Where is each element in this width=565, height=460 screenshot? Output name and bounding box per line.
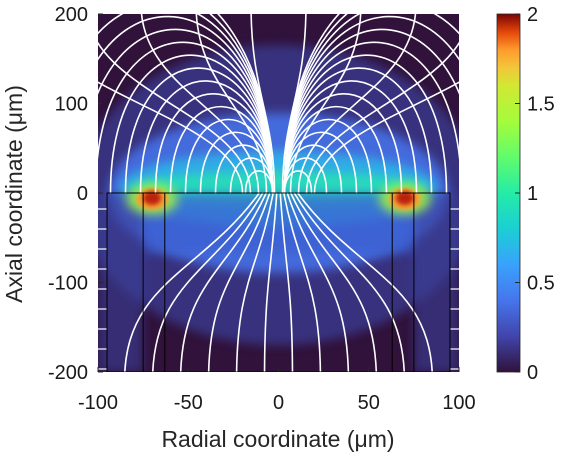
hotspot-core [395,191,414,205]
streamline [283,14,341,194]
streamline [98,15,274,194]
colorbar-tick-label: 0 [527,362,538,384]
y-tick-label: 100 [55,94,88,116]
streamline [169,105,274,194]
streamline [154,92,274,194]
x-axis-title: Radial coordinate (μm) [161,426,394,452]
streamline [207,192,271,372]
streamline [282,192,322,372]
streamline [140,14,260,194]
colorbar: 0 0.5 1 1.5 2 [496,4,555,384]
x-tick-label: -50 [174,392,203,414]
streamline [283,15,459,194]
streamline [279,192,294,372]
streamline [283,92,403,194]
streamline [283,14,349,194]
streamline [180,192,268,372]
heat-band [143,193,414,253]
streamline [109,54,274,194]
streamline [98,14,274,194]
streamline [208,14,274,194]
colorbar-tick-label: 0.5 [527,273,555,295]
x-tick-label: 0 [273,392,284,414]
streamline [283,118,373,194]
streamline [283,54,448,194]
structure-outline [106,192,451,372]
colorbar-tick-label: 1.5 [527,94,555,116]
hotspot-core [143,191,162,205]
streamline [250,14,276,194]
streamline [283,105,388,194]
streamline [293,192,405,372]
y-tick-label: 200 [55,4,88,26]
streamline [184,118,274,194]
y-tick-label: -200 [48,362,88,384]
x-tick-label: 100 [442,392,475,414]
plot-area [98,14,459,372]
field-heatmap [98,14,459,372]
streamline [263,192,278,372]
streamline [98,41,252,194]
y-tick-label: -100 [48,273,88,295]
streamline [124,192,261,372]
streamline [286,192,350,372]
streamline [216,14,274,194]
y-axis-ticks: -200 -100 0 100 200 [48,4,103,384]
streamline [281,14,307,194]
streamline [313,81,459,194]
streamline [152,192,264,372]
streamline [98,28,274,194]
streamline [283,14,459,194]
streamline [139,80,274,194]
streamline [283,41,459,194]
colorbar-ticks: 0 0.5 1 1.5 2 [515,4,555,384]
streamline [297,14,417,194]
streamline [98,41,274,194]
streamline [98,81,244,194]
streamline [195,14,268,194]
streamline [283,67,433,194]
streamline [305,41,459,194]
y-tick-label: 0 [77,183,88,205]
streamline [289,192,377,372]
heat-wall [98,193,144,372]
streamlines [98,14,459,372]
streamline [289,14,362,194]
heat-wall [413,193,459,372]
streamline [283,28,459,194]
streamline [235,192,275,372]
streamline [296,192,433,372]
x-tick-label: 50 [358,392,380,414]
y-axis-title: Axial coordinate (μm) [1,85,27,303]
streamline [124,67,274,194]
streamline [283,80,418,194]
x-tick-label: -100 [78,392,118,414]
colorbar-tick-label: 2 [527,4,538,26]
x-axis-ticks: -100 -50 0 50 100 [78,367,476,414]
colorbar-tick-label: 1 [527,183,538,205]
outline-inner-electrode-left [142,192,166,372]
